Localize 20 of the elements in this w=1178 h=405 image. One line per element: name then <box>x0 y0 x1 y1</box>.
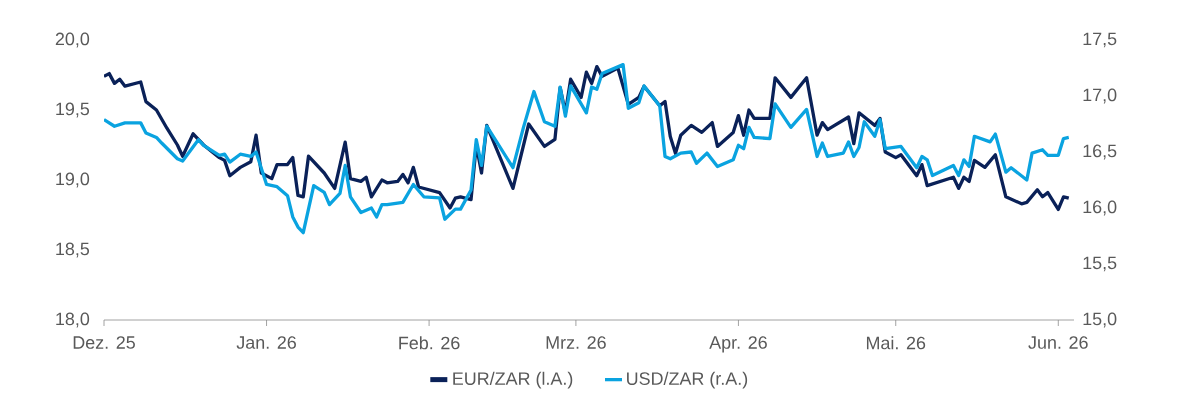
x-tick-label: Mrz. 26 <box>546 336 606 349</box>
x-tick-label: Jun. 26 <box>1028 336 1088 349</box>
y2-tick-label: 17,5 <box>1083 32 1117 48</box>
x-tick-label: Apr. 26 <box>709 336 767 353</box>
legend-label: USD/ZAR (r.A.) <box>627 371 748 389</box>
y2-tick-label: 16,5 <box>1083 144 1117 160</box>
y2-tick-label: 16,0 <box>1083 200 1117 216</box>
y-tick-label: 18,0 <box>56 312 90 328</box>
legend-label: EUR/ZAR (l.A.) <box>453 371 573 389</box>
x-tick-label: Jan. 26 <box>236 336 296 349</box>
x-tick-label: Dez. 25 <box>73 336 135 349</box>
y2-tick-label: 15,5 <box>1083 256 1117 272</box>
y-tick-label: 18,5 <box>56 242 90 258</box>
x-tick-label: Feb. 26 <box>399 336 460 350</box>
y-tick-label: 19,5 <box>56 102 90 118</box>
y2-tick-label: 15,0 <box>1083 312 1117 328</box>
x-tick-label: Mai. 26 <box>866 336 926 350</box>
y2-tick-label: 17,0 <box>1083 88 1117 104</box>
y-tick-label: 20,0 <box>55 32 90 48</box>
y-tick-label: 19,0 <box>56 172 90 188</box>
